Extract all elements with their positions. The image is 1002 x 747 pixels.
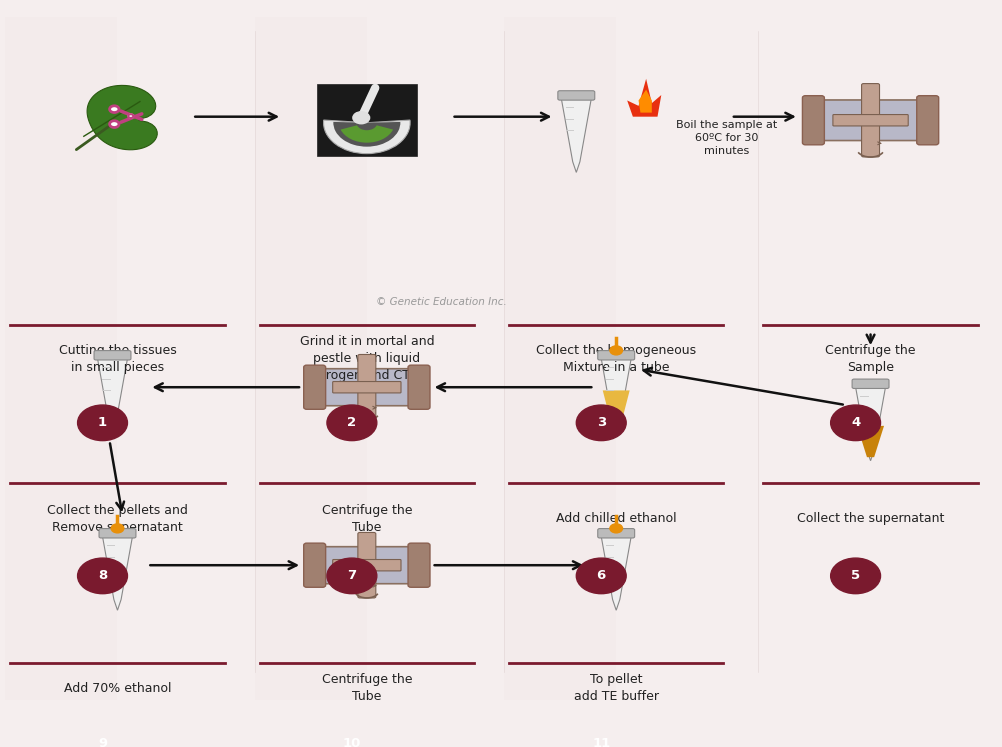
Wedge shape	[333, 122, 400, 146]
Text: To pellet
add TE buffer: To pellet add TE buffer	[573, 673, 658, 704]
FancyBboxPatch shape	[597, 529, 634, 538]
Wedge shape	[341, 125, 393, 143]
FancyBboxPatch shape	[317, 84, 417, 156]
Polygon shape	[87, 85, 157, 149]
FancyBboxPatch shape	[304, 543, 326, 587]
Text: Boil the sample at
60ºC for 30
minutes: Boil the sample at 60ºC for 30 minutes	[675, 120, 777, 156]
Circle shape	[609, 346, 622, 355]
Polygon shape	[626, 79, 660, 117]
Circle shape	[128, 114, 133, 118]
FancyBboxPatch shape	[99, 529, 136, 538]
Wedge shape	[324, 120, 410, 154]
Circle shape	[77, 405, 127, 441]
Polygon shape	[600, 359, 630, 433]
Text: © Genetic Education Inc.: © Genetic Education Inc.	[376, 297, 507, 307]
Text: 7: 7	[347, 569, 356, 583]
FancyBboxPatch shape	[94, 350, 131, 360]
FancyBboxPatch shape	[358, 533, 376, 598]
Text: 9: 9	[98, 737, 107, 747]
FancyBboxPatch shape	[557, 90, 594, 100]
FancyBboxPatch shape	[333, 560, 401, 571]
Circle shape	[576, 405, 625, 441]
Polygon shape	[855, 387, 885, 461]
Circle shape	[109, 121, 119, 128]
Polygon shape	[97, 359, 127, 433]
Text: 2: 2	[347, 416, 356, 430]
Circle shape	[77, 725, 127, 747]
Text: 1: 1	[98, 416, 107, 430]
FancyBboxPatch shape	[314, 547, 420, 583]
Polygon shape	[102, 536, 132, 610]
Circle shape	[576, 558, 625, 594]
Text: 6: 6	[596, 569, 605, 583]
Polygon shape	[857, 426, 883, 457]
Polygon shape	[600, 536, 630, 610]
Circle shape	[576, 725, 625, 747]
FancyBboxPatch shape	[408, 365, 430, 409]
FancyBboxPatch shape	[358, 355, 376, 420]
Bar	[5, 17, 117, 701]
Polygon shape	[561, 99, 591, 173]
FancyBboxPatch shape	[802, 96, 824, 145]
Bar	[503, 17, 615, 701]
Circle shape	[109, 106, 119, 113]
Circle shape	[353, 112, 370, 124]
Circle shape	[830, 405, 880, 441]
FancyBboxPatch shape	[832, 114, 907, 126]
FancyBboxPatch shape	[314, 369, 420, 406]
Circle shape	[111, 524, 123, 533]
Text: Collect the supernatant: Collect the supernatant	[796, 512, 943, 525]
Text: Centrifuge the
Sample: Centrifuge the Sample	[825, 344, 915, 374]
Text: 8: 8	[98, 569, 107, 583]
FancyBboxPatch shape	[597, 350, 634, 360]
Polygon shape	[602, 391, 629, 429]
Text: 11: 11	[591, 737, 610, 747]
FancyBboxPatch shape	[852, 379, 888, 388]
Text: Cutting the tissues
in small pieces: Cutting the tissues in small pieces	[58, 344, 176, 374]
FancyBboxPatch shape	[408, 543, 430, 587]
Text: Grind it in mortal and
pestle with liquid
Nitrogen and CTAB: Grind it in mortal and pestle with liqui…	[300, 335, 434, 382]
Text: 3: 3	[596, 416, 605, 430]
Circle shape	[830, 558, 880, 594]
Text: 10: 10	[343, 737, 361, 747]
Bar	[255, 17, 367, 701]
Text: Add 70% ethanol: Add 70% ethanol	[64, 682, 171, 695]
Circle shape	[77, 558, 127, 594]
FancyBboxPatch shape	[812, 100, 928, 140]
Text: 5: 5	[850, 569, 860, 583]
Text: Centrifuge the
Tube: Centrifuge the Tube	[322, 504, 412, 534]
FancyBboxPatch shape	[916, 96, 938, 145]
Circle shape	[609, 524, 622, 533]
Circle shape	[327, 405, 377, 441]
FancyBboxPatch shape	[333, 382, 401, 393]
Text: Centrifuge the
Tube: Centrifuge the Tube	[322, 673, 412, 704]
Circle shape	[327, 725, 377, 747]
Text: 4: 4	[850, 416, 860, 430]
FancyBboxPatch shape	[861, 84, 879, 157]
Text: Collect the homogeneous
Mixture in a tube: Collect the homogeneous Mixture in a tub…	[536, 344, 695, 374]
FancyBboxPatch shape	[304, 365, 326, 409]
Polygon shape	[638, 90, 651, 113]
Circle shape	[327, 558, 377, 594]
Text: Collect the pellets and
Remove supernatant: Collect the pellets and Remove supernata…	[47, 504, 187, 534]
Text: Add chilled ethanol: Add chilled ethanol	[555, 512, 675, 525]
